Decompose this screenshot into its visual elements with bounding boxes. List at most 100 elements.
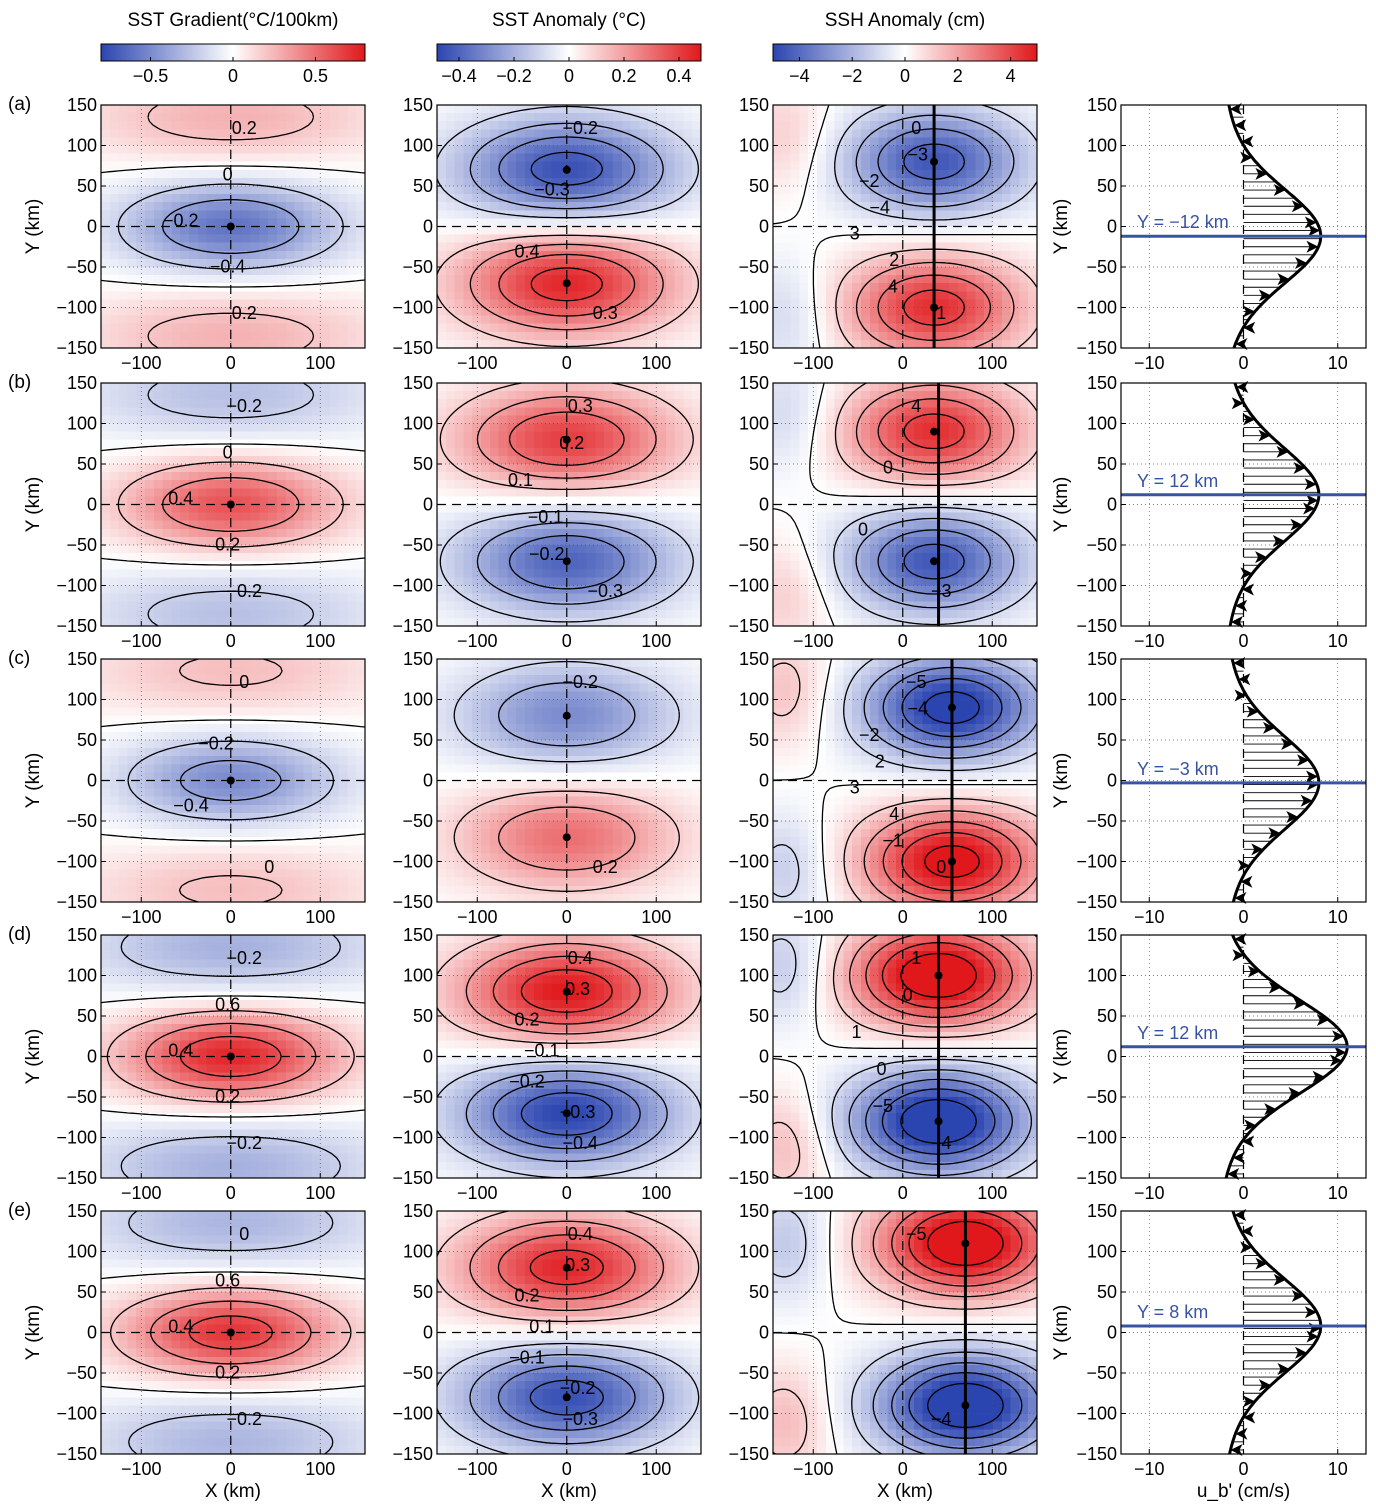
- y-tick-label: 150: [1087, 373, 1117, 393]
- colorbar-tick-label: 0.4: [666, 66, 691, 86]
- sst-gradient-panel: 0 −0.2 −0.4 0 150 100 50 0 −50 −100 −150 −100 0 100 Y …: [23, 649, 366, 927]
- y-tick-label: 50: [749, 730, 769, 750]
- max-velocity-label: Y = 12 km: [1137, 1023, 1218, 1043]
- y-tick-label: 0: [87, 771, 97, 791]
- arrow-head: [1277, 1362, 1290, 1375]
- extremum-marker: [562, 987, 571, 996]
- y-tick-label: 50: [413, 454, 433, 474]
- y-tick-label: 150: [67, 373, 97, 393]
- y-tick-label: −50: [66, 257, 97, 277]
- contour-line: [109, 1287, 352, 1378]
- contour-label: 0.6: [215, 1270, 240, 1290]
- contour-line: [772, 934, 1038, 1179]
- contour-line: [877, 529, 992, 595]
- x-tick-label: −100: [793, 907, 834, 927]
- contour-label: −4: [907, 699, 928, 719]
- colorbar-tick-label: 4: [1006, 66, 1016, 86]
- contour-label: 0.2: [215, 1087, 240, 1107]
- colorbar-3: SSH Anomaly (cm) −4 −2 0 2 4: [772, 10, 1038, 86]
- contour-label: −0.2: [563, 672, 599, 692]
- y-tick-label: 150: [739, 649, 769, 669]
- contour-label: 0.3: [565, 979, 590, 999]
- y-tick-label: 50: [1097, 454, 1117, 474]
- y-tick-label: 0: [1107, 217, 1117, 237]
- contour-line: [882, 821, 1022, 903]
- contour-line: [855, 114, 1015, 208]
- y-tick-label: −150: [392, 616, 433, 636]
- y-tick-label: 50: [77, 1006, 97, 1026]
- contours: [436, 934, 702, 1179]
- contours: [436, 105, 700, 348]
- y-tick-label: 150: [67, 1201, 97, 1221]
- y-axis-label: Y (km): [1051, 753, 1072, 809]
- x-tick-label: 0: [226, 631, 236, 651]
- heatmap: [437, 659, 701, 902]
- contour-label: 0.4: [515, 241, 540, 261]
- sst-anomaly-panel: −0.2 0.2 150 100 50 0 −50 −100 −150 −100 0 100: [392, 649, 702, 927]
- y-tick-label: 100: [67, 966, 97, 986]
- extremum-marker: [562, 165, 571, 174]
- y-tick-label: −50: [402, 1363, 433, 1383]
- x-tick-label: 0: [562, 353, 572, 373]
- x-tick-label: 0: [562, 1459, 572, 1479]
- x-tick-label: 0: [898, 353, 908, 373]
- row-label: (d): [8, 924, 31, 945]
- y-tick-label: −50: [738, 535, 769, 555]
- y-tick-label: −100: [392, 1128, 433, 1148]
- y-tick-label: −100: [1076, 1404, 1117, 1424]
- contour-line: [865, 1078, 1013, 1165]
- x-tick-label: 0: [226, 1459, 236, 1479]
- extremum-marker: [961, 1401, 970, 1410]
- contour-label: 0.4: [168, 1317, 193, 1337]
- arrow-head: [1243, 413, 1256, 426]
- velocity-profile-curve: [1228, 1210, 1323, 1455]
- velocity-arrows: [1230, 381, 1319, 628]
- row-1: (a)0.20−0.2−0.40.2150100500−50−100−150−1…: [8, 94, 1367, 373]
- y-tick-label: 50: [749, 176, 769, 196]
- y-tick-label: −100: [392, 852, 433, 872]
- sst-gradient-panel: −0.2 0.6 0.4 0.2 −0.2 150 100 50 0 −50 −100 −150 −10…: [23, 925, 366, 1203]
- contour-line: [903, 143, 966, 180]
- y-tick-label: −100: [1076, 852, 1117, 872]
- arrow-head: [1246, 705, 1259, 718]
- y-tick-label: 150: [1087, 1201, 1117, 1221]
- x-tick-label: −100: [457, 907, 498, 927]
- x-axis-label: X (km): [877, 1481, 933, 1502]
- contour-label: −0.2: [227, 581, 263, 601]
- y-tick-label: 100: [739, 1242, 769, 1262]
- y-tick-label: −150: [392, 1168, 433, 1188]
- contour-line: [127, 740, 335, 821]
- contour-label: 0: [883, 458, 893, 478]
- contour-label: 0: [877, 1059, 887, 1079]
- y-tick-label: 0: [423, 771, 433, 791]
- contour-label: 2: [889, 250, 899, 270]
- arrow-head: [1255, 551, 1268, 564]
- y-tick-label: 100: [1087, 966, 1117, 986]
- contour-line: [161, 477, 300, 532]
- contour-line: [179, 759, 282, 802]
- y-axis-label: Y (km): [1051, 199, 1072, 255]
- contour-line: [834, 104, 1038, 221]
- y-tick-label: −50: [738, 1087, 769, 1107]
- contours: [439, 382, 694, 623]
- x-tick-label: −10: [1134, 631, 1165, 651]
- colorbar-tick-label: −4: [789, 66, 810, 86]
- contour-label: −5: [873, 1096, 894, 1116]
- arrow-head: [1231, 397, 1244, 410]
- y-tick-label: 0: [759, 495, 769, 515]
- contour-line: [903, 289, 966, 326]
- x-tick-label: 100: [977, 1183, 1007, 1203]
- contour-line: [508, 411, 625, 466]
- contour-line: [529, 1249, 605, 1286]
- x-tick-label: 0: [1238, 631, 1248, 651]
- contour-label: 0: [264, 857, 274, 877]
- x-tick-label: 10: [1328, 907, 1348, 927]
- arrow-head: [1229, 103, 1242, 116]
- contour-label: −0.4: [210, 257, 246, 277]
- arrow-head: [1308, 224, 1321, 237]
- contour-line: [120, 934, 342, 1179]
- arrow-head: [1295, 256, 1308, 269]
- x-tick-label: 100: [641, 1459, 671, 1479]
- y-tick-label: −150: [1076, 1168, 1117, 1188]
